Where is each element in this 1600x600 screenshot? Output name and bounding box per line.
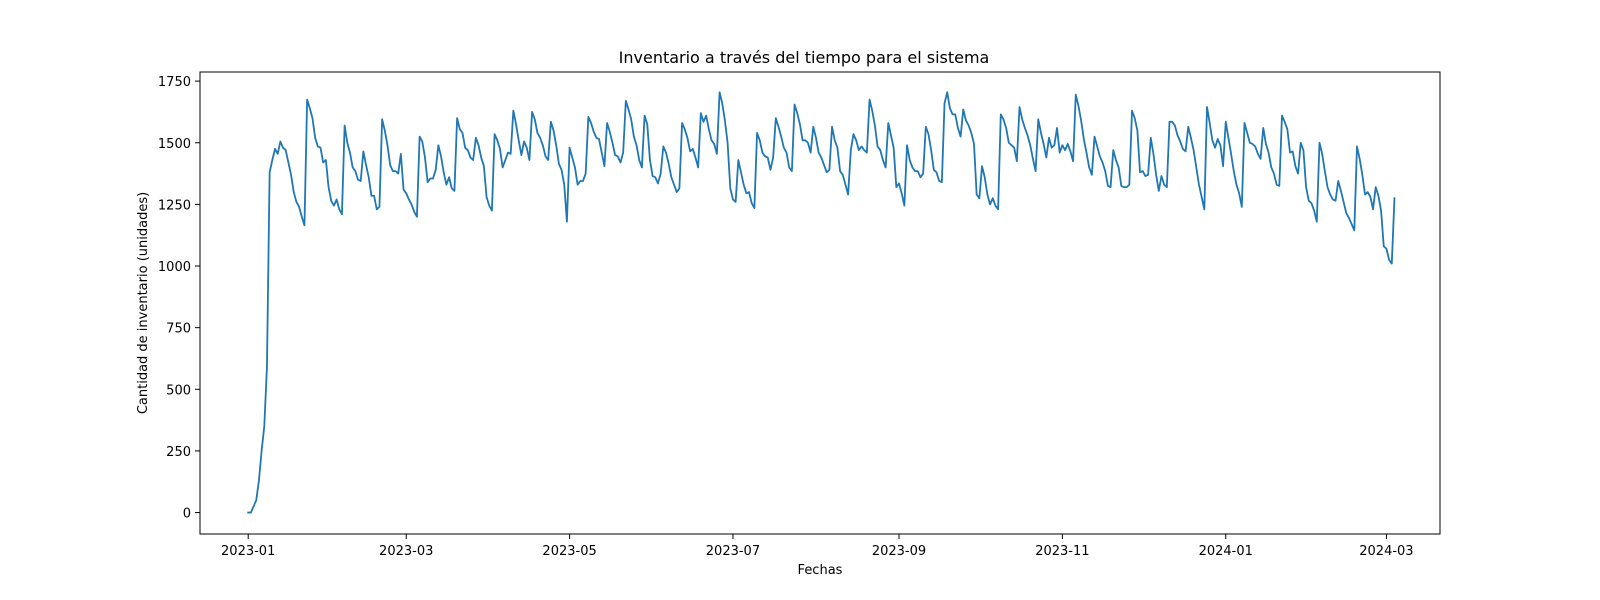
x-tick-label: 2024-03 — [1359, 544, 1413, 559]
y-tick-label: 1250 — [158, 198, 191, 213]
y-tick-label: 1750 — [158, 75, 191, 90]
axes-frame — [199, 71, 1441, 535]
x-tick-label: 2023-05 — [542, 544, 596, 559]
y-tick-label: 1000 — [158, 260, 191, 275]
chart-title: Inventario a través del tiempo para el s… — [619, 48, 990, 67]
x-tick-label: 2023-07 — [706, 544, 760, 559]
y-tick-label: 0 — [183, 507, 191, 522]
y-tick-label: 750 — [166, 322, 191, 337]
y-tick-label: 250 — [166, 445, 191, 460]
x-axis: 2023-01 2023-03 2023-05 2023-07 2023-09 2023-… — [221, 534, 1414, 559]
x-tick-label: 2023-03 — [379, 544, 433, 559]
plot-area — [199, 71, 1441, 535]
x-tick-label: 2023-01 — [221, 544, 275, 559]
series-line-inventario — [247, 91, 1396, 514]
y-axis: 0 250 500 750 1000 1250 1500 1750 — [158, 75, 200, 522]
x-tick-label: 2024-01 — [1199, 544, 1253, 559]
y-tick-label: 500 — [166, 383, 191, 398]
y-axis-label: Cantidad de inventario (unidades) — [136, 192, 151, 414]
x-tick-label: 2023-09 — [872, 544, 926, 559]
x-axis-label: Fechas — [798, 563, 843, 578]
x-tick-label: 2023-11 — [1035, 544, 1089, 559]
y-tick-label: 1500 — [158, 137, 191, 152]
